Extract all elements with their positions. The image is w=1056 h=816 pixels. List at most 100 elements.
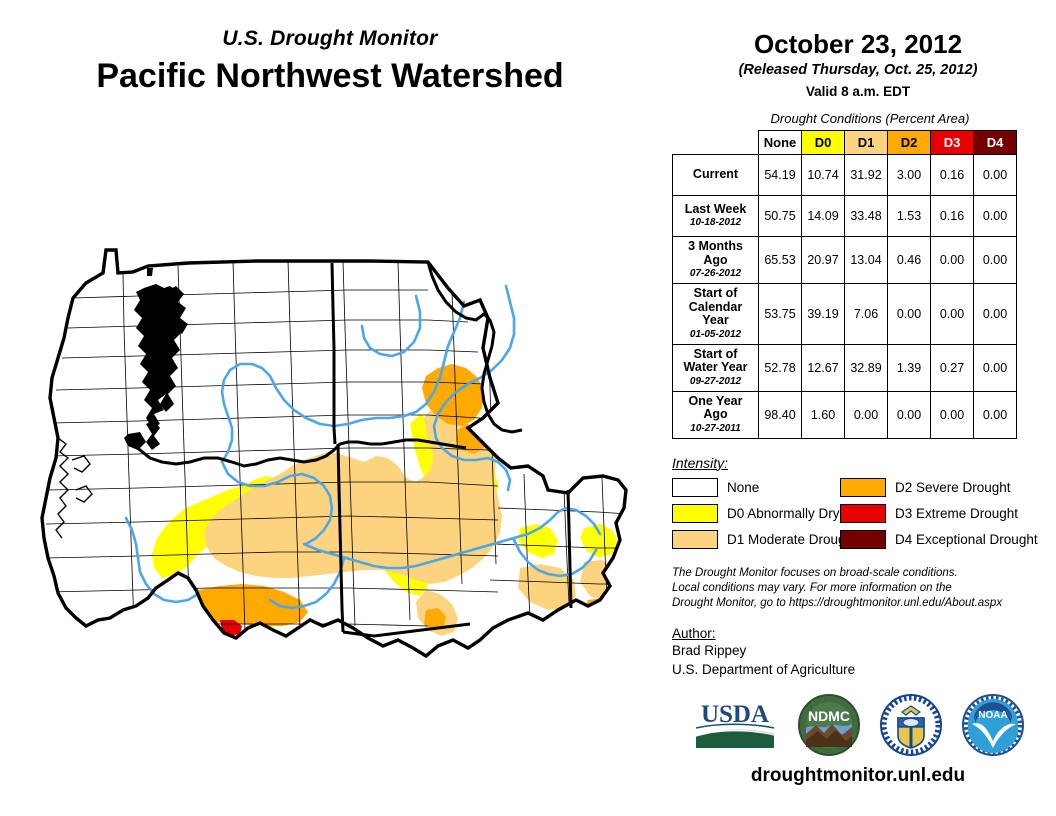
table-cell-d3: 0.27 bbox=[930, 343, 974, 392]
table-row-label: One Year Ago 10-27-2011 bbox=[672, 390, 759, 439]
table-row-date: 10-27-2011 bbox=[690, 422, 741, 434]
ndmc-logo: NDMC bbox=[798, 694, 860, 756]
legend-item-d3: D3 Extreme Drought bbox=[840, 503, 1044, 523]
legend-grid: None D2 Severe Drought D0 Abnormally Dry D3… bbox=[672, 477, 1044, 549]
legend-swatch-d3 bbox=[840, 503, 886, 523]
site-url[interactable]: droughtmonitor.unl.edu bbox=[750, 765, 966, 786]
author-block: Author: Brad Rippey U.S. Department of A… bbox=[672, 626, 1056, 679]
table-row-date: 01-05-2012 bbox=[689, 328, 742, 340]
table-row-label: Start of Calendar Year 01-05-2012 bbox=[672, 283, 759, 345]
table-cell-d0: 20.97 bbox=[801, 236, 845, 284]
table-row-label: Start of Water Year 09-27-2012 bbox=[672, 343, 759, 392]
legend-label-d3: D3 Extreme Drought bbox=[895, 505, 1019, 521]
column-header-d1: D1 bbox=[844, 130, 888, 155]
map-panel: U.S. Drought Monitor Pacific Northwest W… bbox=[0, 26, 660, 683]
table-cell-d1: 7.06 bbox=[844, 283, 888, 345]
rivers bbox=[124, 284, 602, 610]
legend-label-d0: D0 Abnormally Dry bbox=[727, 505, 840, 521]
puget-sound-water bbox=[124, 268, 188, 450]
table-cell-d3: 0.16 bbox=[930, 154, 974, 196]
legend-swatch-d2 bbox=[840, 477, 886, 497]
valid-time: Valid 8 a.m. EDT bbox=[805, 84, 911, 99]
drought-monitor-supertitle: U.S. Drought Monitor bbox=[222, 27, 438, 50]
legend-item-d4: D4 Exceptional Drought bbox=[840, 529, 1044, 549]
table-cell-d0: 14.09 bbox=[801, 195, 845, 237]
author-label: Author: bbox=[672, 625, 716, 641]
table-cell-d4: 0.00 bbox=[973, 343, 1017, 392]
page-title: Pacific Northwest Watershed bbox=[96, 57, 564, 95]
title-block: U.S. Drought Monitor Pacific Northwest W… bbox=[0, 26, 660, 98]
table-cell-none: 54.19 bbox=[758, 154, 802, 196]
legend-swatch-d4 bbox=[840, 529, 886, 549]
table-row: Start of Water Year 09-27-2012 52.78 12.67 32… bbox=[672, 343, 1017, 392]
column-header-none: None bbox=[758, 130, 802, 155]
drought-map bbox=[28, 228, 652, 683]
legend-item-none: None bbox=[672, 477, 840, 497]
table-cell-none: 65.53 bbox=[758, 236, 802, 284]
state-boundaries bbox=[127, 261, 573, 638]
legend-label-d1: D1 Moderate Drought bbox=[727, 531, 857, 547]
info-panel: October 23, 2012 (Released Thursday, Oct… bbox=[660, 0, 1056, 816]
legend-label-none: None bbox=[727, 479, 760, 495]
noaa-logo: NOAA bbox=[962, 694, 1024, 756]
table-row-date: 10-18-2012 bbox=[689, 217, 742, 229]
table-row: One Year Ago 10-27-2011 98.40 1.60 0.00 0.00 0… bbox=[672, 390, 1017, 439]
date-block: October 23, 2012 (Released Thursday, Oct… bbox=[660, 0, 1056, 102]
intensity-legend-title: Intensity: bbox=[672, 454, 729, 471]
table-cell-d4: 0.00 bbox=[973, 195, 1017, 237]
table-header: None D0 D1 D2 D3 D4 bbox=[673, 130, 1017, 155]
table-cell-d1: 31.92 bbox=[844, 154, 888, 196]
table-row-date: 07-26-2012 bbox=[689, 268, 742, 279]
table-cell-d4: 0.00 bbox=[973, 390, 1017, 439]
watershed-outline bbox=[40, 248, 628, 659]
legend-swatch-d1 bbox=[672, 529, 718, 549]
table-cell-none: 50.75 bbox=[758, 195, 802, 237]
table-row: Start of Calendar Year 01-05-2012 53.75 39.1… bbox=[672, 283, 1017, 345]
table-cell-d1: 33.48 bbox=[844, 195, 888, 237]
table-cell-d4: 0.00 bbox=[973, 236, 1017, 284]
table-cell-d2: 0.46 bbox=[887, 236, 931, 284]
table-caption: Drought Conditions (Percent Area) bbox=[770, 111, 970, 126]
column-header-d4: D4 bbox=[973, 130, 1017, 155]
legend-swatch-none bbox=[672, 477, 718, 497]
coastline-detail bbox=[55, 437, 93, 539]
table-cell-d1: 13.04 bbox=[844, 236, 888, 284]
table-cell-d2: 0.00 bbox=[887, 283, 931, 345]
legend-item-d2: D2 Severe Drought bbox=[840, 477, 1044, 497]
table-cell-d1: 32.89 bbox=[844, 343, 888, 392]
table-cell-d3: 0.16 bbox=[930, 195, 974, 237]
table-cell-d1: 0.00 bbox=[844, 390, 888, 439]
table-cell-d2: 1.39 bbox=[887, 343, 931, 392]
legend-item-d0: D0 Abnormally Dry bbox=[672, 503, 840, 523]
table-row-label: 3 Months Ago 07-26-2012 bbox=[672, 236, 759, 284]
svg-text:NDMC: NDMC bbox=[808, 708, 850, 724]
table-cell-d2: 1.53 bbox=[887, 195, 931, 237]
table-cell-d2: 0.00 bbox=[887, 390, 931, 439]
column-header-d2: D2 bbox=[887, 130, 931, 155]
table-body: Current 54.19 10.74 31.92 3.00 0.16 0.00 Last W… bbox=[672, 154, 1017, 439]
table-row: Current 54.19 10.74 31.92 3.00 0.16 0.00 bbox=[672, 154, 1017, 196]
drought-map-svg bbox=[40, 248, 628, 659]
table-cell-d2: 3.00 bbox=[887, 154, 931, 196]
table-corner-cell bbox=[673, 131, 759, 155]
usdc-logo bbox=[880, 694, 942, 756]
intensity-legend: Intensity: None D2 Severe Drought D0 Abnor… bbox=[672, 455, 1044, 549]
table-cell-d0: 10.74 bbox=[801, 154, 845, 196]
table-header-row: None D0 D1 D2 D3 D4 bbox=[673, 130, 1017, 155]
table-cell-none: 52.78 bbox=[758, 343, 802, 392]
legend-label-d4: D4 Exceptional Drought bbox=[895, 531, 1038, 547]
usda-logo: USDA bbox=[695, 701, 775, 748]
table-row-label: Last Week 10-18-2012 bbox=[672, 195, 759, 237]
release-date: (Released Thursday, Oct. 25, 2012) bbox=[738, 62, 978, 78]
table-row-date: 09-27-2012 bbox=[689, 375, 742, 387]
table-cell-d3: 0.00 bbox=[930, 390, 974, 439]
column-header-d0: D0 bbox=[801, 130, 845, 155]
logo-row: USDA NDMC NOAA bbox=[660, 690, 1056, 760]
table-cell-none: 53.75 bbox=[758, 283, 802, 345]
disclaimer-text: The Drought Monitor focuses on broad-sca… bbox=[672, 566, 1003, 609]
table-cell-d4: 0.00 bbox=[973, 283, 1017, 345]
table-cell-none: 98.40 bbox=[758, 390, 802, 439]
table-cell-d4: 0.00 bbox=[973, 154, 1017, 196]
table-row: 3 Months Ago 07-26-2012 65.53 20.97 13.04 0.4… bbox=[672, 236, 1017, 284]
legend-swatch-d0 bbox=[672, 503, 718, 523]
